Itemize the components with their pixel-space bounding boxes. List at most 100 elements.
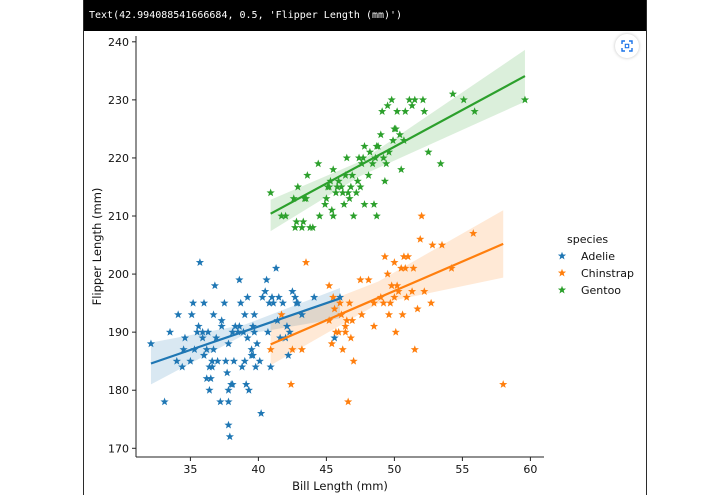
data-point [297,345,307,354]
data-point [368,159,377,168]
data-point [325,281,334,290]
data-point [386,298,395,307]
data-point [284,351,293,359]
data-point [261,287,270,295]
data-point [174,310,183,319]
data-point [345,298,354,307]
legend-label: Chinstrap [581,267,634,280]
data-point [359,153,368,162]
data-point [339,200,349,208]
data-point [210,281,219,290]
data-point [288,287,297,295]
data-point [364,275,373,284]
data-point [213,356,222,365]
data-point [267,293,277,301]
legend-title: species [567,233,608,246]
data-point [353,176,362,185]
data-point [228,327,237,336]
data-point [242,380,251,388]
data-point [240,356,249,365]
data-point [320,200,330,208]
data-point [199,298,209,307]
data-point [459,95,468,104]
ci-band-chinstrap [270,210,504,366]
data-point [397,165,406,174]
data-point [291,293,300,301]
data-point [308,223,317,232]
data-point [428,240,437,249]
data-point [335,293,345,301]
data-point [224,385,233,394]
data-point [337,182,346,191]
x-tick-label: 50 [387,463,401,476]
data-point [231,322,240,330]
data-point [243,293,252,301]
data-point [397,263,406,272]
legend-marker [557,251,567,260]
data-point [352,188,361,197]
data-point [248,351,258,359]
ci-band-adelie [150,288,340,385]
data-point [424,147,433,156]
data-point [186,356,195,365]
x-tick-label: 45 [319,463,333,476]
data-point [420,287,429,295]
data-point [344,188,353,197]
data-point [199,351,209,359]
data-point [247,345,256,354]
data-point [236,298,245,307]
data-point [410,345,419,354]
data-point [341,322,350,330]
y-tick-label: 220 [108,152,129,165]
data-point [393,107,402,115]
data-point [391,327,400,336]
data-point [251,362,260,371]
data-point [379,298,388,307]
data-point [297,223,307,232]
data-point [288,345,297,354]
data-point [417,211,426,220]
data-point [293,182,302,191]
data-point [202,374,211,383]
data-point [354,153,364,162]
data-point [235,275,244,284]
data-point [399,252,409,261]
x-tick-label: 40 [251,463,265,476]
data-point [345,194,354,203]
data-point [387,95,396,104]
data-point [360,142,369,150]
points-gentoo [266,89,530,232]
data-point [301,258,311,266]
data-point [221,356,230,365]
data-point [383,101,392,110]
data-point [165,327,175,336]
data-point [330,333,339,342]
data-point [216,397,225,406]
data-point [380,176,389,185]
data-point [224,397,233,406]
data-point [187,310,196,319]
data-point [179,345,188,354]
data-point [333,182,342,191]
data-point [369,298,379,307]
data-point [373,142,383,150]
data-point [356,182,365,191]
data-point [341,171,350,179]
data-point [205,385,214,394]
data-point [180,333,190,342]
data-point [262,275,271,284]
data-point [401,107,410,115]
data-point [292,217,301,226]
points-adelie [146,258,345,441]
fullscreen-button[interactable] [615,34,639,58]
data-point [382,159,391,168]
x-tick-label: 60 [523,463,537,476]
data-point [189,298,198,307]
y-tick-label: 240 [108,36,129,49]
data-point [436,159,445,168]
data-point [229,356,239,365]
data-point [410,95,419,104]
data-point [384,310,394,319]
data-point [393,281,402,290]
data-point [388,136,398,144]
